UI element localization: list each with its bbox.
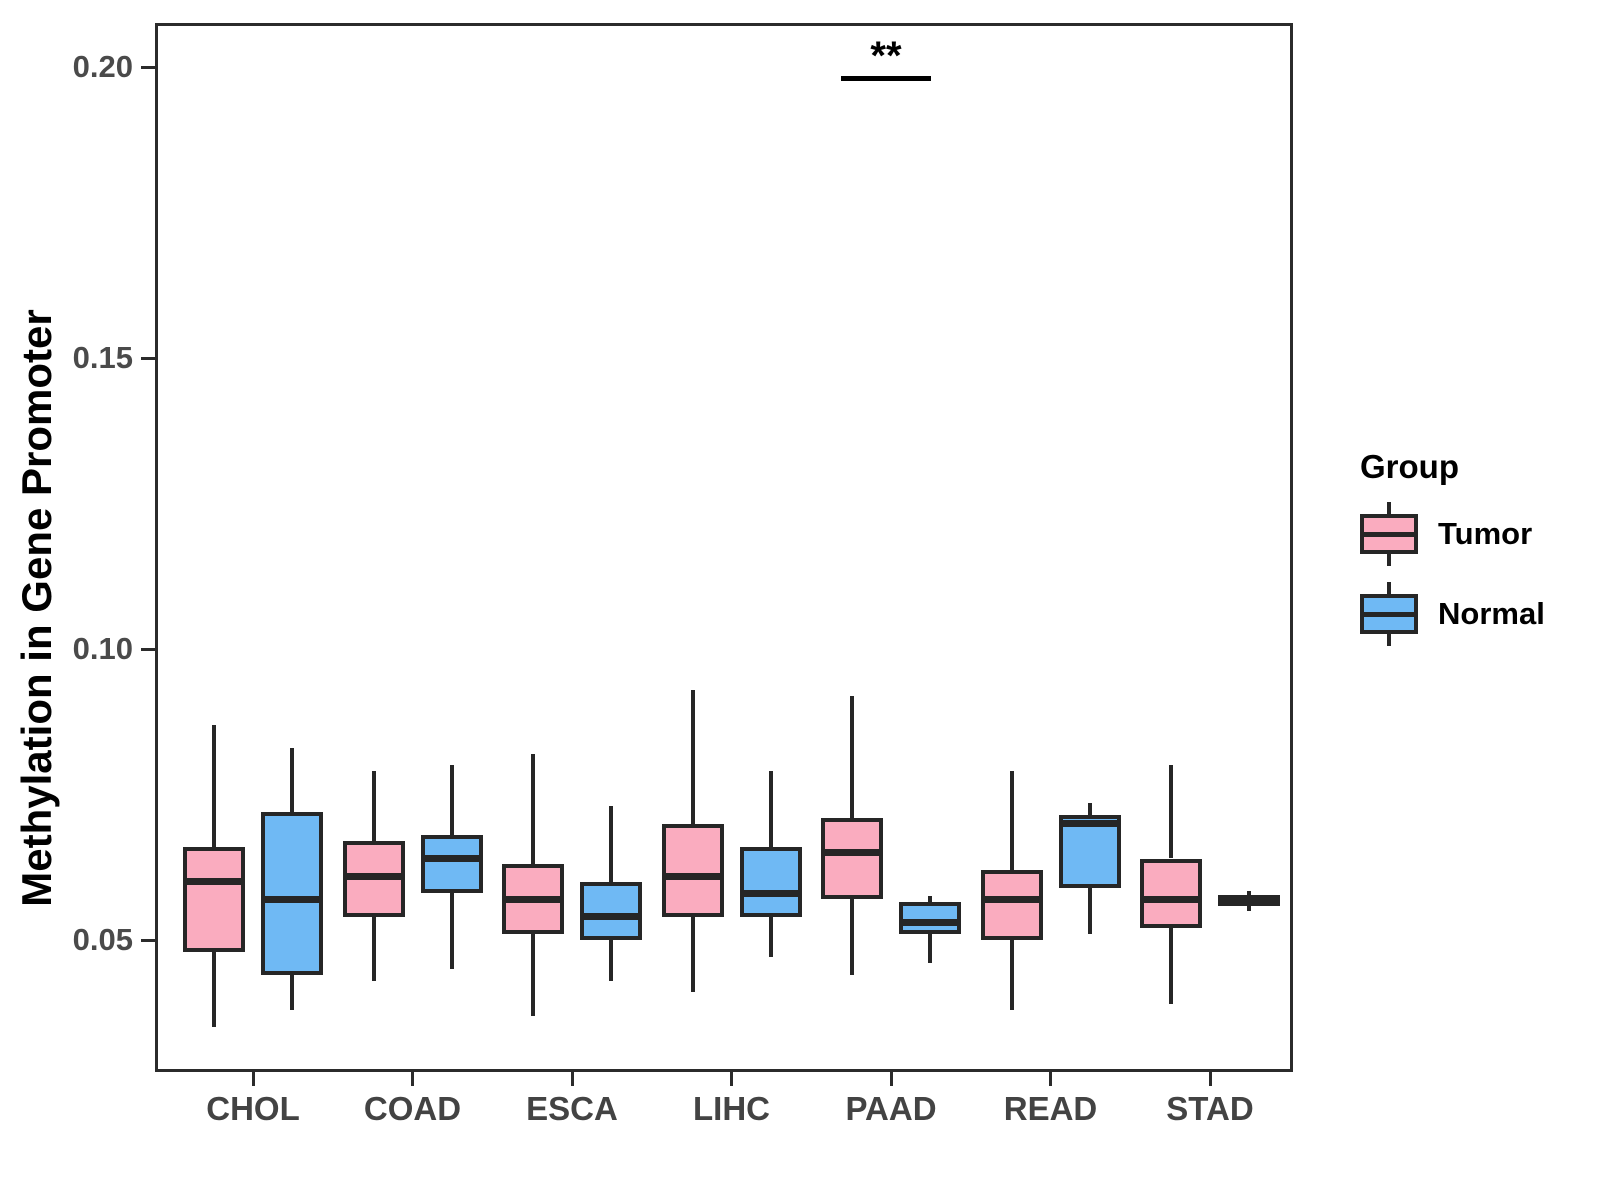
x-tick-label-paad: PAAD (845, 1090, 937, 1127)
whisker-lower-normal-esca (609, 940, 613, 981)
whisker-upper-normal-stad (1247, 890, 1251, 895)
whisker-upper-normal-paad (928, 896, 932, 903)
median-normal-stad (1218, 897, 1280, 905)
median-tumor-read (980, 895, 1043, 903)
y-axis-title: Methylation in Gene Promoter (13, 309, 60, 907)
y-tick-label: 0.20 (72, 49, 133, 84)
x-tick-mark (251, 1072, 255, 1086)
whisker-upper-normal-chol (290, 747, 294, 812)
whisker-lower-tumor-paad (850, 899, 854, 975)
whisker-upper-tumor-lihc (690, 689, 695, 824)
x-tick-mark (730, 1072, 733, 1086)
median-normal-esca (580, 913, 642, 921)
plot-panel (155, 23, 1293, 1072)
median-tumor-paad (821, 849, 883, 857)
x-tick-mark (1049, 1072, 1052, 1086)
legend-item-normal: Normal (1360, 582, 1545, 646)
y-tick-mark (141, 356, 155, 360)
y-tick-mark (141, 647, 155, 651)
box-tumor-lihc (661, 823, 724, 917)
whisker-lower-normal-chol (290, 974, 294, 1010)
x-tick-label-lihc: LIHC (693, 1090, 770, 1127)
median-tumor-coad (342, 872, 405, 880)
whisker-lower-tumor-coad (371, 916, 376, 981)
legend-key-tumor-boxplot-icon (1360, 502, 1418, 566)
legend-item-tumor: Tumor (1360, 502, 1545, 566)
legend-key-median (1360, 532, 1418, 537)
whisker-upper-normal-read (1087, 803, 1092, 815)
median-normal-lihc (739, 889, 802, 897)
whisker-upper-normal-coad (449, 765, 454, 836)
whisker-upper-tumor-chol (212, 724, 216, 847)
box-normal-coad (420, 835, 483, 894)
x-tick-label-stad: STAD (1166, 1090, 1254, 1127)
whisker-lower-tumor-stad (1169, 928, 1173, 1004)
whisker-lower-normal-stad (1247, 906, 1251, 911)
legend-label-tumor: Tumor (1438, 516, 1533, 551)
whisker-upper-normal-esca (609, 806, 613, 882)
legend-label-normal: Normal (1438, 596, 1545, 631)
y-tick-mark (141, 65, 155, 69)
box-normal-lihc (739, 846, 802, 917)
x-tick-label-coad: COAD (363, 1090, 462, 1127)
box-tumor-read (980, 870, 1043, 940)
box-tumor-chol (183, 846, 245, 952)
box-normal-paad (899, 902, 961, 935)
whisker-lower-normal-paad (928, 934, 932, 964)
whisker-upper-tumor-coad (371, 771, 376, 842)
box-normal-esca (580, 881, 642, 940)
whisker-upper-tumor-esca (531, 753, 535, 865)
legend-title: Group (1360, 448, 1459, 485)
y-tick-label: 0.15 (72, 340, 133, 375)
median-normal-chol (261, 895, 323, 903)
y-tick-label: 0.05 (72, 922, 133, 957)
median-tumor-lihc (661, 872, 724, 880)
whisker-upper-tumor-stad (1169, 765, 1173, 859)
whisker-lower-tumor-lihc (690, 916, 695, 993)
whisker-lower-normal-coad (449, 893, 454, 970)
legend-key-normal-boxplot-icon (1360, 582, 1418, 646)
box-normal-chol (261, 812, 323, 975)
x-tick-label-read: READ (1003, 1090, 1098, 1127)
whisker-lower-normal-read (1087, 887, 1092, 935)
whisker-upper-normal-lihc (768, 771, 773, 847)
whisker-upper-tumor-paad (850, 695, 854, 818)
median-tumor-chol (183, 878, 245, 886)
box-tumor-stad (1140, 858, 1202, 929)
median-tumor-esca (502, 895, 564, 903)
median-normal-paad (899, 919, 961, 926)
significance-bar (841, 75, 931, 81)
whisker-lower-normal-lihc (768, 916, 773, 958)
whisker-upper-tumor-read (1009, 771, 1014, 871)
legend-items: Tumor Normal (1360, 502, 1545, 646)
legend: Group Tumor Normal (1360, 448, 1545, 646)
box-tumor-paad (821, 817, 883, 900)
x-tick-mark (889, 1072, 893, 1086)
median-tumor-stad (1140, 895, 1202, 903)
whisker-lower-tumor-esca (531, 934, 535, 1016)
x-tick-label-chol: CHOL (206, 1090, 300, 1127)
x-tick-mark (1208, 1072, 1212, 1086)
y-tick-label: 0.10 (72, 631, 133, 666)
median-normal-read (1058, 820, 1121, 828)
significance-stars: ** (870, 34, 902, 79)
median-normal-coad (420, 855, 483, 862)
x-tick-mark (570, 1072, 574, 1086)
whisker-lower-tumor-read (1009, 940, 1014, 1010)
x-tick-label-esca: ESCA (526, 1090, 618, 1127)
x-tick-mark (411, 1072, 414, 1086)
whisker-lower-tumor-chol (212, 951, 216, 1028)
y-tick-mark (141, 938, 155, 942)
legend-key-median (1360, 612, 1418, 617)
